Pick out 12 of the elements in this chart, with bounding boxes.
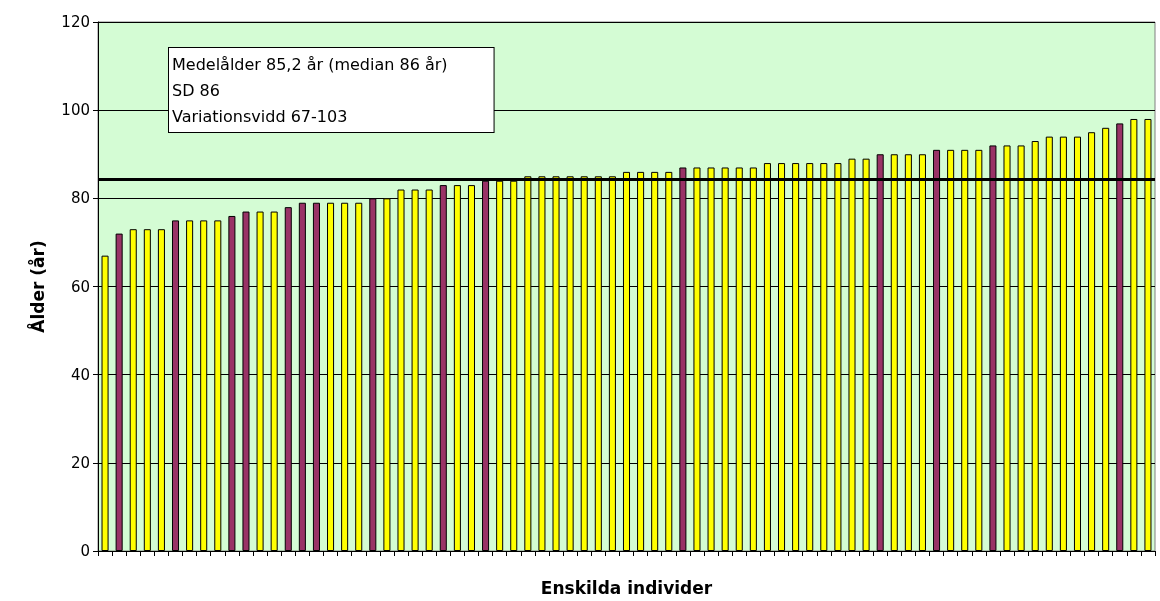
y-tick-label: 80 xyxy=(70,189,90,208)
annotation: Medelålder 85,2 år (median 86 år) xyxy=(172,54,448,74)
y-tick-label: 60 xyxy=(70,277,90,296)
y-tick-label: 40 xyxy=(70,365,90,384)
annotation: SD 86 xyxy=(172,80,220,100)
annotation: Variationsvidd 67-103 xyxy=(172,106,348,126)
x-axis-title: Enskilda individer xyxy=(540,577,713,598)
y-tick-label: 20 xyxy=(70,453,90,472)
y-tick-label: 0 xyxy=(80,542,90,560)
y-axis-title: Ålder (år) xyxy=(25,240,48,333)
y-tick-label: 120 xyxy=(61,13,90,31)
y-tick-label: 100 xyxy=(61,101,90,120)
